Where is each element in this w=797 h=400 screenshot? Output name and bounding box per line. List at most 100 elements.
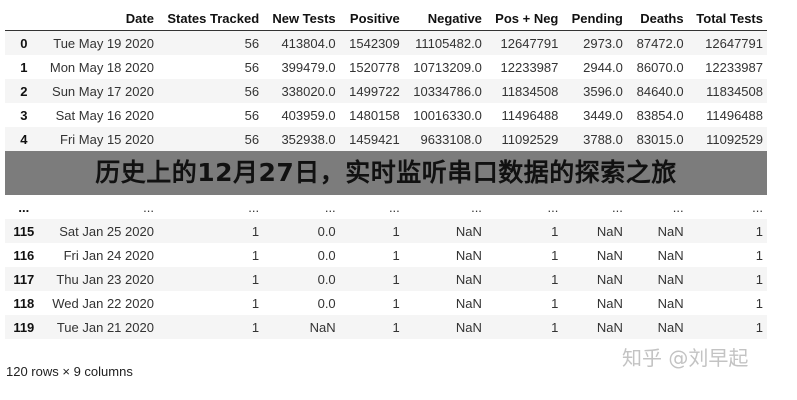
table-cell: 10016330.0 (413, 107, 482, 123)
table-cell: 1 (485, 267, 563, 291)
table-cell: Thu Jan 23 2020 (42, 267, 158, 291)
table-cell: NaN (657, 247, 684, 263)
table-cell: 3596.0 (562, 79, 627, 103)
table-cell: Sun May 17 2020 (42, 79, 158, 103)
table-cell: NaN (403, 267, 486, 291)
table-cell: 11092529 (485, 127, 563, 151)
table-cell: Tue May 19 2020 (42, 30, 158, 55)
table-row: 2 Sun May 17 2020 56 338020.0 1499722 1033478… (5, 79, 767, 103)
table-row: 115 Sat Jan 25 2020 1 0.0 1 NaN 1 NaN NaN 1 (5, 219, 767, 243)
table-cell: ... (752, 199, 763, 215)
row-index: 116 (13, 247, 35, 263)
table-cell: NaN (403, 219, 486, 243)
table-cell: ... (471, 199, 482, 215)
table-cell: NaN (263, 315, 340, 339)
title-banner: 历史上的12月27日，实时监听串口数据的探索之旅 (5, 151, 767, 195)
table-cell: 3788.0 (562, 127, 627, 151)
table-cell: Wed Jan 22 2020 (52, 295, 154, 311)
column-header (5, 6, 43, 31)
row-index: 0 (5, 30, 43, 55)
table-cell: 1 (157, 219, 264, 243)
table-cell: 11105482.0 (403, 30, 486, 55)
table-cell: 12233987 (705, 59, 763, 75)
column-header: States Tracked (157, 6, 264, 31)
table-cell: ... (324, 199, 336, 215)
column-header: Pos + Neg (485, 6, 563, 31)
table-cell: 11834508 (485, 79, 563, 103)
table-cell: 56 (244, 107, 260, 123)
table-cell: ... (248, 199, 260, 215)
table-cell: 56 (157, 79, 264, 103)
table-cell: 11496488 (706, 107, 763, 123)
table-cell: 1 (551, 247, 559, 263)
table-cell: NaN (626, 219, 688, 243)
table-cell: 3449.0 (583, 107, 623, 123)
column-header: Positive (339, 6, 404, 31)
table-row: 0 Tue May 19 2020 56 413804.0 1542309 1110548… (5, 30, 767, 55)
table-cell: NaN (596, 295, 623, 311)
table-row: .............................. (5, 195, 767, 219)
watermark: 知乎 @刘早起 (622, 346, 749, 370)
table-cell: 12647791 (687, 30, 767, 55)
table-row: 119 Tue Jan 21 2020 1 NaN 1 NaN 1 NaN NaN 1 (5, 315, 767, 339)
table-cell: 1 (392, 247, 400, 263)
column-header: Pending (562, 6, 627, 31)
table-cell: NaN (562, 315, 627, 339)
table-cell: 399479.0 (281, 59, 336, 75)
table-header-row: Date States Tracked New Tests Positive Negat… (5, 6, 767, 31)
row-index: 118 (13, 295, 35, 311)
column-header: Date (42, 6, 158, 31)
table-cell: 1 (339, 315, 404, 339)
table-cell: 1 (485, 315, 563, 339)
table-cell: 0.0 (263, 267, 340, 291)
table-cell: 83854.0 (636, 107, 684, 123)
table-cell: NaN (562, 267, 627, 291)
table-cell: 1520778 (349, 59, 400, 75)
table-cell: 56 (157, 127, 264, 151)
table-cell: 56 (157, 30, 264, 55)
table-cell: 352938.0 (263, 127, 340, 151)
table-cell: 1 (755, 295, 763, 311)
table-cell: ... (672, 199, 684, 215)
title-banner-cell: 历史上的12月27日，实时监听串口数据的探索之旅 (5, 151, 767, 195)
table-row: 4 Fri May 15 2020 56 352938.0 1459421 9633108… (5, 127, 767, 151)
table-cell: 1 (157, 267, 264, 291)
table-row: 1 Mon May 18 2020 56 399479.0 1520778 1071320… (5, 55, 767, 79)
table-cell: 1459421 (339, 127, 404, 151)
table-cell: 338020.0 (263, 79, 340, 103)
column-header: Total Tests (687, 6, 767, 31)
table-cell: 12647791 (485, 30, 563, 55)
table-cell: 83015.0 (626, 127, 688, 151)
table-cell: NaN (626, 267, 688, 291)
table-cell: 10334786.0 (403, 79, 486, 103)
table-cell: Sat Jan 25 2020 (42, 219, 158, 243)
table-cell: 12233987 (500, 59, 559, 75)
table-cell: 0.0 (317, 247, 336, 263)
table-cell: 84640.0 (626, 79, 688, 103)
table-cell: 1 (485, 219, 563, 243)
table-cell: 11496488 (501, 107, 559, 123)
table-cell: Sat May 16 2020 (55, 107, 154, 123)
table-cell: Fri Jan 24 2020 (63, 247, 154, 263)
table-cell: 1542309 (339, 30, 404, 55)
table-cell: 1 (687, 315, 767, 339)
table-cell: NaN (455, 247, 482, 263)
table-cell: 1480158 (349, 107, 400, 123)
table-cell: 1 (687, 219, 767, 243)
table-row: 3 Sat May 16 2020 56 403959.0 1480158 1001633… (5, 103, 767, 127)
table-cell: 2973.0 (562, 30, 627, 55)
table-cell: NaN (657, 295, 684, 311)
table-cell: 2944.0 (583, 59, 623, 75)
row-index: 3 (20, 107, 28, 123)
table-cell: NaN (455, 295, 482, 311)
table-cell: ... (547, 199, 559, 215)
table-cell: 1499722 (339, 79, 404, 103)
row-index: 2 (5, 79, 43, 103)
table-cell: 87472.0 (626, 30, 688, 55)
table-cell: 11834508 (687, 79, 767, 103)
table-cell: 1 (339, 267, 404, 291)
column-header: Deaths (626, 6, 688, 31)
dataframe-shape: 120 rows × 9 columns (6, 364, 133, 379)
row-index: 115 (5, 219, 43, 243)
table-cell: 1 (157, 315, 264, 339)
